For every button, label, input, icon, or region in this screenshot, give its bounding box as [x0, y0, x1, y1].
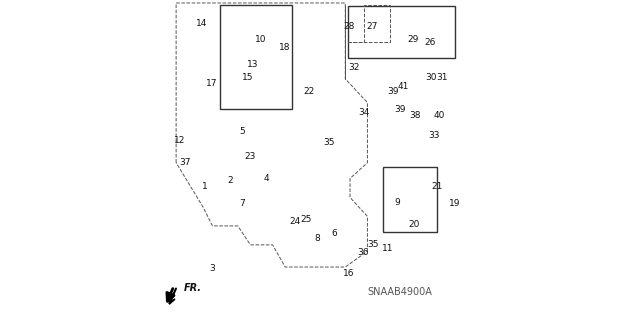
Bar [383, 167, 437, 232]
Text: 11: 11 [382, 243, 394, 253]
Text: 25: 25 [300, 215, 312, 224]
Text: 41: 41 [397, 82, 408, 91]
Text: 32: 32 [348, 63, 360, 72]
Text: 23: 23 [244, 152, 256, 161]
Text: 33: 33 [429, 131, 440, 140]
Text: 10: 10 [255, 35, 267, 44]
Text: 3: 3 [210, 264, 215, 273]
Text: 12: 12 [173, 136, 185, 145]
Text: 39: 39 [394, 105, 405, 114]
Text: 30: 30 [426, 73, 437, 82]
Text: 16: 16 [342, 269, 354, 278]
Text: 39: 39 [387, 87, 399, 96]
Text: 8: 8 [314, 234, 320, 243]
Text: 35: 35 [367, 241, 379, 249]
Text: SNAAB4900A: SNAAB4900A [367, 287, 432, 297]
Text: 37: 37 [180, 158, 191, 167]
Text: 34: 34 [358, 108, 370, 116]
Text: 20: 20 [408, 220, 420, 229]
Text: 7: 7 [239, 199, 245, 208]
Text: 40: 40 [434, 111, 445, 120]
Text: 27: 27 [367, 22, 378, 31]
Text: 14: 14 [196, 19, 207, 28]
Text: 31: 31 [436, 73, 447, 82]
Text: 6: 6 [332, 229, 337, 238]
Bar [220, 4, 292, 109]
Text: FR.: FR. [184, 283, 202, 293]
Text: 21: 21 [431, 182, 443, 191]
Text: 9: 9 [395, 198, 401, 207]
Bar [348, 6, 455, 58]
Text: 36: 36 [358, 248, 369, 257]
Text: 24: 24 [290, 217, 301, 226]
Text: 35: 35 [324, 137, 335, 147]
Text: 22: 22 [303, 87, 314, 96]
Text: 13: 13 [247, 60, 259, 69]
Text: 5: 5 [239, 127, 245, 136]
Text: 19: 19 [449, 199, 460, 208]
Text: 38: 38 [409, 111, 420, 120]
Text: 17: 17 [206, 79, 218, 88]
Text: 4: 4 [264, 174, 269, 183]
Text: 18: 18 [278, 43, 290, 52]
Text: 28: 28 [344, 22, 355, 31]
Text: 2: 2 [227, 175, 233, 185]
Text: 15: 15 [241, 73, 253, 82]
Text: 26: 26 [424, 38, 435, 47]
Text: 29: 29 [407, 35, 419, 44]
Text: 1: 1 [202, 182, 207, 191]
